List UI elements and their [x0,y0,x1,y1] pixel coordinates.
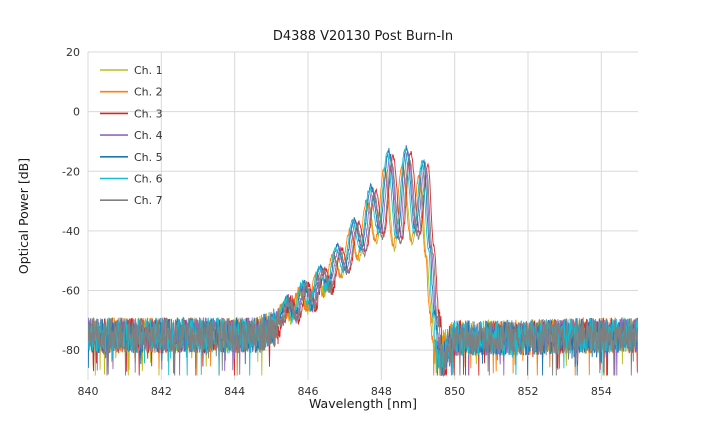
series-layer [88,145,638,378]
legend-item: Ch. 7 [100,194,163,207]
series-ch-7 [88,157,638,377]
legend-label: Ch. 6 [134,173,163,186]
legend-item: Ch. 3 [100,107,163,120]
y-tick-label: -60 [62,285,80,298]
x-axis-label: Wavelength [nm] [309,396,417,411]
legend-item: Ch. 1 [100,64,163,77]
x-tick-label: 846 [298,385,319,398]
x-tick-label: 854 [591,385,612,398]
legend-label: Ch. 5 [134,151,163,164]
y-tick-label: 20 [66,46,80,59]
chart-title: D4388 V20130 Post Burn-In [273,29,453,44]
legend-item: Ch. 2 [100,86,163,99]
y-tick-label: -20 [62,165,80,178]
legend-item: Ch. 4 [100,129,163,142]
legend-item: Ch. 5 [100,151,163,164]
y-tick-label: -40 [62,225,80,238]
x-tick-label: 842 [151,385,172,398]
legend-label: Ch. 2 [134,86,163,99]
x-tick-label: 848 [371,385,392,398]
legend-label: Ch. 1 [134,64,163,77]
legend-label: Ch. 3 [134,107,163,120]
y-axis-label: Optical Power [dB] [16,158,31,274]
y-tick-label: -80 [62,344,80,357]
legend-item: Ch. 6 [100,173,163,186]
x-tick-label: 844 [224,385,245,398]
x-tick-label: 850 [444,385,465,398]
x-tick-label: 852 [518,385,539,398]
legend-label: Ch. 4 [134,129,163,142]
legend-label: Ch. 7 [134,194,163,207]
grid-layer [87,51,638,380]
tick-layer: 840 842 844 846 848 850 852 854 20 0 -20 -40 -60 -80 [62,46,612,398]
legend: Ch. 1 Ch. 2 Ch. 3 Ch. 4 Ch. 5 Ch. 6 Ch. 7 [100,64,163,207]
x-tick-label: 840 [78,385,99,398]
y-tick-label: 0 [73,106,80,119]
